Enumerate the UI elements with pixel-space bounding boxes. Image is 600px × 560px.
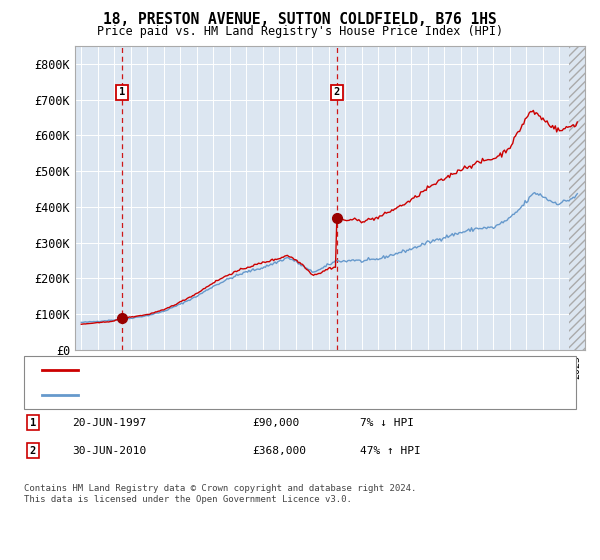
Text: 7% ↓ HPI: 7% ↓ HPI — [360, 418, 414, 428]
Text: 1: 1 — [119, 87, 125, 97]
Text: Price paid vs. HM Land Registry's House Price Index (HPI): Price paid vs. HM Land Registry's House … — [97, 25, 503, 38]
Text: 47% ↑ HPI: 47% ↑ HPI — [360, 446, 421, 456]
Text: 2: 2 — [30, 446, 36, 456]
Text: 18, PRESTON AVENUE, SUTTON COLDFIELD, B76 1HS: 18, PRESTON AVENUE, SUTTON COLDFIELD, B7… — [103, 12, 497, 27]
Text: Contains HM Land Registry data © Crown copyright and database right 2024.
This d: Contains HM Land Registry data © Crown c… — [24, 484, 416, 504]
Text: 1: 1 — [30, 418, 36, 428]
Text: 18, PRESTON AVENUE, SUTTON COLDFIELD, B76 1HS (detached house): 18, PRESTON AVENUE, SUTTON COLDFIELD, B7… — [87, 365, 475, 375]
Text: £90,000: £90,000 — [252, 418, 299, 428]
Text: 20-JUN-1997: 20-JUN-1997 — [72, 418, 146, 428]
Text: £368,000: £368,000 — [252, 446, 306, 456]
Text: HPI: Average price, detached house, Birmingham: HPI: Average price, detached house, Birm… — [87, 390, 374, 400]
Text: 30-JUN-2010: 30-JUN-2010 — [72, 446, 146, 456]
Text: 2: 2 — [334, 87, 340, 97]
Polygon shape — [569, 46, 585, 350]
